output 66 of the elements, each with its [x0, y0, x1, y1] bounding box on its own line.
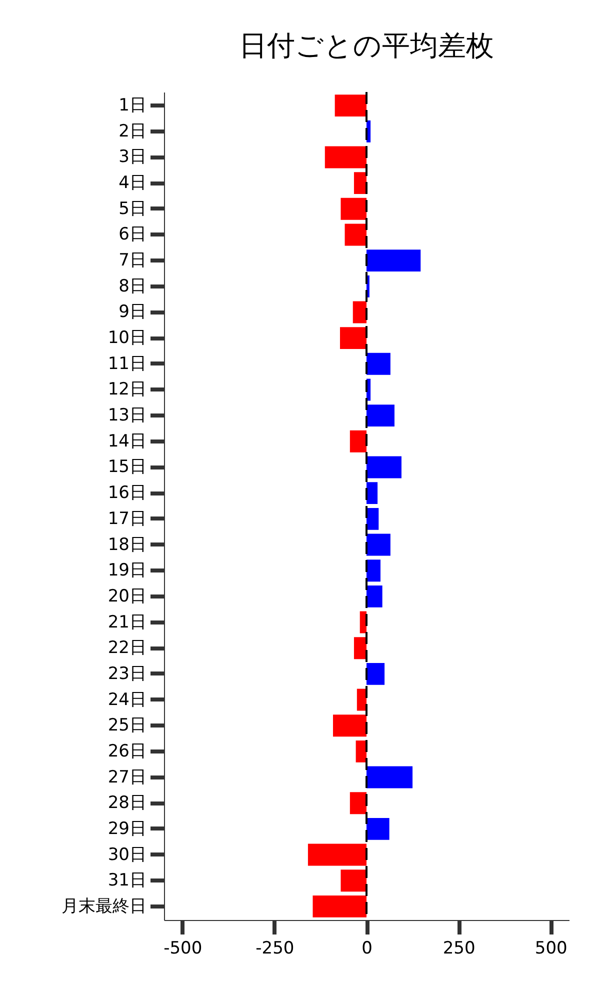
- y-tick-label: 10日: [108, 328, 146, 348]
- bar: [354, 637, 366, 660]
- y-tick-label: 3日: [118, 147, 146, 168]
- y-tick-label: 28日: [108, 793, 146, 814]
- bar: [366, 662, 385, 685]
- bar: [366, 585, 382, 608]
- y-tick-label: 18日: [108, 534, 146, 555]
- bar: [344, 224, 366, 246]
- bar: [356, 688, 366, 711]
- y-tick-label: 29日: [108, 818, 146, 839]
- bar: [350, 430, 366, 452]
- bar: [340, 198, 366, 220]
- y-tick-label: 1日: [118, 96, 146, 116]
- y-tick-label: 11日: [108, 354, 146, 374]
- bar: [366, 456, 402, 478]
- x-tick-label: 0: [362, 938, 372, 958]
- bar: [340, 327, 366, 350]
- y-tick-label: 9日: [118, 302, 146, 322]
- y-tick-label: 24日: [108, 690, 146, 710]
- y-tick-label: 16日: [108, 483, 146, 504]
- bar: [356, 740, 366, 762]
- bar: [366, 560, 380, 582]
- bar: [366, 818, 390, 840]
- bar: [352, 301, 366, 324]
- y-tick-label: 4日: [118, 173, 146, 194]
- bar: [308, 844, 366, 866]
- y-tick-label: 31日: [108, 870, 146, 891]
- bar: [350, 792, 366, 814]
- bar: [332, 714, 366, 737]
- y-tick-label: 14日: [108, 431, 146, 452]
- bar: [366, 352, 390, 375]
- bar: [366, 766, 413, 788]
- y-tick-label: 21日: [108, 612, 146, 632]
- bar: [366, 534, 390, 556]
- y-tick-label: 20日: [108, 586, 146, 606]
- y-tick-label: 6日: [118, 224, 146, 245]
- bar: [366, 482, 378, 504]
- bar: [366, 508, 379, 530]
- y-tick-label: 17日: [108, 508, 146, 529]
- y-tick-label: 8日: [118, 276, 146, 296]
- y-tick-label: 19日: [108, 560, 146, 581]
- y-tick-label: 2日: [118, 121, 146, 142]
- y-tick-label: 30日: [108, 844, 146, 865]
- x-tick-label: 500: [534, 938, 568, 958]
- y-tick-label: 13日: [108, 406, 146, 426]
- y-tick-label: 22日: [108, 638, 146, 658]
- bar: [334, 94, 366, 117]
- bar: [354, 172, 366, 194]
- x-tick-label: -500: [164, 938, 202, 958]
- y-tick-label: 月末最終日: [62, 896, 146, 916]
- y-tick-label: 23日: [108, 664, 146, 684]
- y-tick-label: 12日: [108, 380, 146, 400]
- y-tick-label: 5日: [118, 198, 146, 219]
- bar: [366, 250, 421, 272]
- bar: [340, 870, 366, 892]
- chart-title: 日付ごとの平均差枚: [239, 29, 494, 62]
- y-tick-label: 15日: [108, 457, 146, 478]
- y-tick-label: 27日: [108, 767, 146, 788]
- bar: [324, 146, 366, 168]
- y-tick-label: 7日: [118, 250, 146, 271]
- bar: [312, 895, 366, 918]
- x-tick-label: 250: [442, 938, 476, 958]
- x-tick-label: -250: [256, 938, 294, 958]
- bar: [366, 404, 394, 427]
- y-tick-label: 25日: [108, 716, 146, 736]
- y-tick-label: 26日: [108, 741, 146, 762]
